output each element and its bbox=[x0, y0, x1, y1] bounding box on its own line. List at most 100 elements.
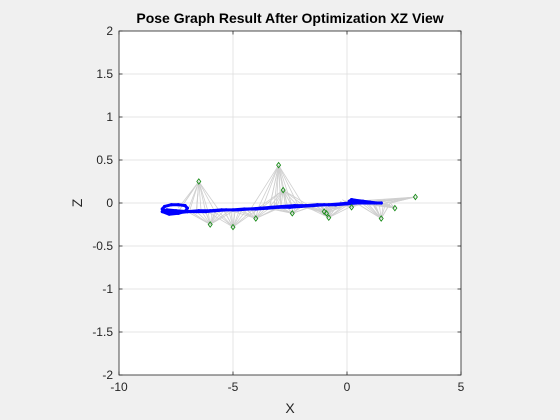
trajectory-pose-point bbox=[363, 201, 367, 205]
trajectory-pose-point bbox=[361, 199, 365, 203]
trajectory-pose-point bbox=[176, 211, 180, 215]
constraint-edge bbox=[246, 209, 257, 219]
constraint-edge bbox=[269, 165, 279, 209]
constraint-edge bbox=[273, 189, 284, 207]
y-axis-label: Z bbox=[69, 198, 85, 207]
y-tick-label: -2 bbox=[102, 368, 113, 382]
trajectory-pose-point bbox=[160, 207, 164, 211]
constraint-edge bbox=[198, 181, 202, 211]
constraint-edge bbox=[328, 203, 357, 218]
constraint-edge bbox=[198, 181, 220, 211]
trajectory-layer bbox=[160, 197, 383, 216]
trajectory-pose-point bbox=[304, 203, 308, 208]
constraint-edge bbox=[223, 210, 234, 228]
y-tick-label: -1 bbox=[102, 282, 113, 296]
constraint-edge bbox=[196, 181, 200, 212]
constraint-edge bbox=[278, 164, 305, 206]
constraint-edge bbox=[198, 181, 209, 211]
landmark-layer bbox=[196, 161, 418, 231]
trajectory-pose-point bbox=[174, 209, 178, 213]
constraint-edge bbox=[187, 181, 200, 212]
trajectory-pose-point bbox=[379, 201, 383, 205]
x-tick-label: 0 bbox=[344, 380, 351, 394]
trajectory-pose-point bbox=[254, 207, 258, 211]
landmark-marker bbox=[207, 221, 213, 228]
constraint-edge bbox=[198, 181, 216, 212]
constraint-edge bbox=[216, 209, 234, 228]
trajectory-pose-point bbox=[169, 203, 174, 207]
constraint-edge bbox=[280, 190, 284, 208]
trajectory-pose-point bbox=[185, 210, 189, 214]
trajectory-pose-point bbox=[315, 203, 319, 207]
trajectory-pose-point bbox=[375, 201, 379, 205]
trajectory-pose-point bbox=[288, 205, 292, 209]
y-tick-label: 2 bbox=[106, 24, 113, 38]
constraint-edge bbox=[198, 181, 207, 212]
constraint-edge bbox=[314, 205, 327, 214]
landmark-marker bbox=[323, 209, 329, 217]
trajectory-pose-point bbox=[172, 211, 176, 215]
constraint-edge bbox=[257, 164, 279, 209]
landmark-marker bbox=[280, 186, 286, 194]
landmark-marker bbox=[253, 215, 259, 222]
constraint-edge bbox=[257, 189, 284, 209]
trajectory-pose-point bbox=[345, 202, 349, 206]
trajectory-pose-point bbox=[265, 206, 269, 210]
constraint-edge bbox=[282, 189, 293, 207]
trajectory-pose-point bbox=[160, 210, 164, 214]
trajectory-pose-point bbox=[176, 203, 180, 207]
trajectory-pose-point bbox=[372, 201, 376, 205]
x-tick-label: -10 bbox=[110, 380, 128, 394]
trajectory-pose-point bbox=[354, 198, 358, 203]
landmark-marker bbox=[321, 208, 327, 215]
constraint-edge bbox=[275, 189, 284, 209]
trajectory-pose-point bbox=[220, 208, 224, 212]
trajectory-pose-point bbox=[277, 205, 281, 209]
trajectory-pose-point bbox=[322, 203, 326, 207]
constraint-edge bbox=[303, 205, 329, 218]
x-axis-label: X bbox=[285, 400, 295, 416]
trajectory-pose-point bbox=[235, 208, 240, 212]
constraint-edge bbox=[232, 209, 247, 228]
trajectory-pose-point bbox=[352, 198, 356, 203]
constraint-edge bbox=[262, 165, 279, 208]
trajectory-pose-point bbox=[183, 203, 187, 208]
trajectory-pose-point bbox=[292, 203, 297, 208]
trajectory-pose-point bbox=[242, 207, 246, 211]
constraint-edge bbox=[278, 164, 300, 208]
constraint-edge bbox=[187, 211, 211, 225]
constraint-edge bbox=[196, 211, 211, 225]
constraint-edge bbox=[360, 201, 382, 219]
trajectory-pose-point bbox=[258, 206, 262, 210]
landmark-marker bbox=[230, 223, 236, 231]
trajectory-pose-point bbox=[247, 207, 251, 211]
trajectory-pose-point bbox=[281, 204, 285, 209]
trajectory-pose-point bbox=[270, 205, 274, 209]
y-tick-label: -1.5 bbox=[92, 325, 113, 339]
trajectory-pose-point bbox=[338, 202, 342, 206]
x-tick-label: 5 bbox=[458, 380, 465, 394]
landmark-marker bbox=[326, 214, 332, 221]
trajectory-pose-point bbox=[208, 209, 212, 213]
landmark-marker bbox=[349, 203, 355, 211]
constraint-edge bbox=[209, 210, 220, 225]
landmark-marker bbox=[392, 204, 398, 212]
trajectory-pose-point bbox=[163, 204, 167, 209]
constraint-edge bbox=[278, 165, 282, 208]
y-tick-label: 0 bbox=[106, 196, 113, 210]
constraint-edge bbox=[282, 189, 304, 206]
landmark-marker bbox=[276, 161, 282, 169]
trajectory-pose-point bbox=[334, 203, 338, 207]
trajectory-pose-point bbox=[224, 208, 228, 212]
trajectory-pose-point bbox=[167, 212, 171, 216]
constraint-edge bbox=[278, 165, 293, 207]
trajectory-pose-point bbox=[197, 209, 201, 213]
trajectory-pose-point bbox=[165, 208, 169, 212]
trajectory-pose-point bbox=[185, 206, 189, 210]
constraint-edge bbox=[250, 164, 279, 209]
landmark-marker bbox=[412, 193, 418, 201]
constraint-edge bbox=[232, 209, 243, 228]
x-tick-label: -5 bbox=[228, 380, 239, 394]
constraint-edge bbox=[255, 207, 270, 219]
